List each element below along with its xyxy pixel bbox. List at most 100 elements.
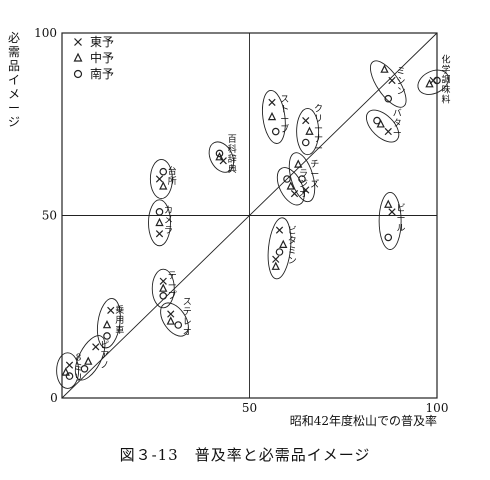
marker-circle <box>73 69 83 79</box>
tick-labels: 0 50 100 50 100 <box>34 26 448 415</box>
marker-triangle <box>294 159 303 168</box>
group-label: ビタミン <box>288 225 297 266</box>
marker-x <box>268 98 276 106</box>
marker-triangle <box>279 239 288 248</box>
marker-triangle <box>425 79 434 88</box>
marker-x <box>219 157 227 165</box>
marker-triangle <box>73 52 83 62</box>
group-ellipse <box>276 167 305 206</box>
group-label: チーズ <box>310 159 319 190</box>
marker-triangle <box>305 126 314 135</box>
group-ellipse <box>366 109 400 143</box>
marker-x <box>155 230 164 238</box>
group-label: 百科辞典 <box>228 134 237 175</box>
marker-x <box>275 226 284 234</box>
group-ellipse <box>417 69 450 95</box>
marker-x <box>388 208 396 216</box>
marker-circle <box>159 167 168 176</box>
x-tick-label: 100 <box>426 401 449 415</box>
marker-circle <box>159 291 168 300</box>
legend-label: 東予 <box>90 35 114 49</box>
group-ellipse <box>261 89 286 144</box>
marker-x <box>302 116 310 125</box>
marker-triangle <box>166 316 175 325</box>
group-label: カメラ <box>164 205 173 236</box>
group-label: クリーナー <box>314 104 323 155</box>
group-ellipse <box>208 141 235 173</box>
axis-labels: 昭和42年度松山での普及率 必需品イメージ <box>8 31 437 428</box>
marker-triangle <box>384 199 393 208</box>
group-label: ラジオ <box>299 168 308 199</box>
marker-triangle <box>159 181 168 190</box>
group-ellipse <box>56 352 80 389</box>
marker-x <box>290 189 299 198</box>
marker-x <box>159 277 167 285</box>
group-label: テープ <box>168 271 177 302</box>
marker-circle <box>65 372 74 380</box>
x-tick-label: 0 <box>50 391 58 405</box>
marker-triangle <box>380 64 389 73</box>
diagonal-line <box>61 32 438 399</box>
group-label: バター <box>393 108 402 139</box>
group-label: 乗用車 <box>115 304 124 336</box>
group-ellipse <box>74 335 106 381</box>
x-tick-label: 50 <box>242 401 257 415</box>
marker-circle <box>433 76 441 85</box>
group-ellipse <box>288 152 316 203</box>
marker-circle <box>103 332 111 340</box>
group-label: ステレオ <box>183 298 192 338</box>
group-label: 台所 <box>168 165 177 187</box>
legend-label: 中予 <box>90 50 114 65</box>
marker-x <box>74 38 82 46</box>
marker-triangle <box>267 111 277 121</box>
marker-triangle <box>84 356 93 365</box>
marker-circle <box>174 321 183 329</box>
data-markers <box>61 64 441 380</box>
marker-circle <box>384 94 393 103</box>
marker-x <box>107 306 115 315</box>
y-axis-title: 必需品イメージ <box>8 31 20 129</box>
marker-x <box>167 310 175 318</box>
marker-triangle <box>159 283 168 292</box>
group-ellipse <box>148 199 171 247</box>
marker-x <box>65 361 74 369</box>
group-label: ミシン <box>396 67 405 97</box>
plot-frame <box>61 32 438 399</box>
marker-triangle <box>215 152 224 161</box>
group-label: 8 ミリ <box>74 354 83 384</box>
marker-circle <box>271 127 280 136</box>
figure-caption: 図３-13 普及率と必需品イメージ <box>119 446 371 464</box>
marker-x <box>302 186 310 194</box>
group-ellipse <box>96 298 121 349</box>
y-tick-label: 100 <box>34 26 57 40</box>
group-ellipse <box>149 159 173 199</box>
marker-x <box>384 127 392 136</box>
marker-circle <box>301 138 310 147</box>
marker-circle <box>275 248 284 256</box>
marker-x <box>272 255 280 263</box>
marker-circle <box>384 233 393 242</box>
marker-circle <box>298 175 306 183</box>
marker-x <box>155 175 164 183</box>
group-ellipses <box>56 60 450 389</box>
marker-circle <box>215 149 224 158</box>
group-ellipse <box>267 217 292 280</box>
legend-label: 南予 <box>90 66 114 81</box>
group-label: ビール <box>396 203 405 234</box>
marker-x <box>388 76 396 85</box>
marker-triangle <box>286 181 295 190</box>
group-ellipse <box>160 302 189 337</box>
group-ellipse <box>378 191 402 250</box>
group-label: 化学調味料 <box>441 53 450 105</box>
group-ellipse <box>296 107 320 156</box>
group-ellipse <box>370 60 407 108</box>
y-tick-label: 50 <box>42 209 57 223</box>
marker-circle <box>155 208 164 216</box>
marker-triangle <box>61 367 70 376</box>
marker-triangle <box>271 261 280 270</box>
marker-triangle <box>376 119 385 128</box>
marker-circle <box>283 175 291 183</box>
